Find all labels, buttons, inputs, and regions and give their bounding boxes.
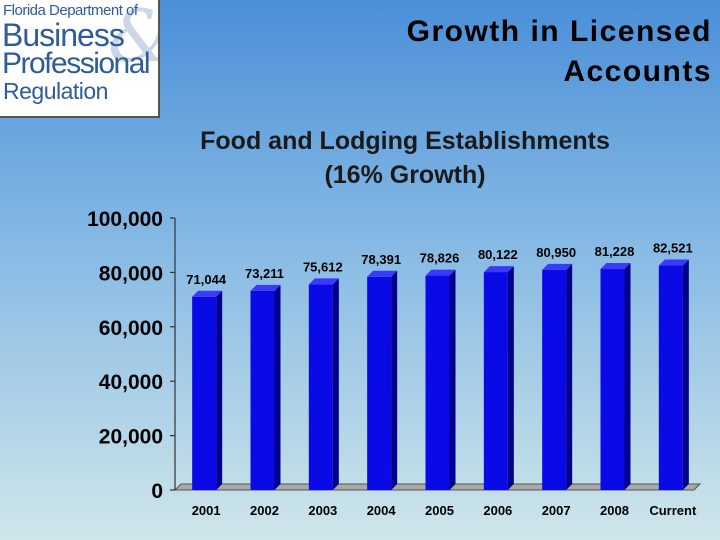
bar-top — [250, 284, 281, 291]
y-tick-label: 100,000 — [87, 208, 163, 231]
bar-side — [507, 266, 514, 490]
logo-line-business: Business — [2, 17, 125, 53]
chart-title-line-2: (16% Growth) — [324, 161, 486, 189]
bar-side — [216, 290, 223, 490]
data-label: 75,612 — [303, 259, 343, 274]
chart-title-line-1: Food and Lodging Establishments — [200, 127, 610, 155]
bar-side — [566, 263, 573, 490]
data-label: 71,044 — [186, 272, 227, 287]
y-tick-label: 40,000 — [99, 371, 163, 394]
bar — [425, 275, 450, 490]
bar — [250, 290, 275, 490]
x-tick-label: Current — [649, 503, 697, 518]
y-tick-label: 60,000 — [99, 317, 163, 340]
data-label: 78,391 — [361, 252, 401, 267]
bar-side — [682, 259, 689, 490]
bar-side — [274, 284, 281, 490]
chart-title: Food and Lodging Establishments (16% Gro… — [110, 124, 700, 192]
bar-side — [449, 269, 456, 490]
bar — [192, 296, 217, 490]
logo-line-professional: Professional — [2, 47, 151, 80]
data-label: 80,122 — [478, 247, 518, 262]
x-tick-label: 2002 — [250, 503, 279, 518]
bar — [483, 272, 508, 490]
bar — [600, 269, 625, 490]
data-label: 82,521 — [653, 241, 693, 256]
data-label: 80,950 — [536, 245, 576, 260]
y-tick-label: 20,000 — [99, 426, 163, 449]
bar-top — [542, 263, 573, 270]
bar-top — [192, 290, 223, 297]
x-tick-label: 2001 — [192, 503, 221, 518]
data-label: 81,228 — [595, 244, 635, 259]
bar — [658, 265, 683, 490]
data-label: 73,211 — [245, 266, 284, 281]
bar-top — [367, 270, 398, 277]
x-tick-label: 2005 — [425, 503, 454, 518]
slide-title-line-2: Accounts — [563, 55, 712, 88]
y-tick-label: 0 — [151, 480, 163, 503]
y-tick-label: 80,000 — [99, 262, 163, 285]
x-tick-label: 2006 — [483, 503, 512, 518]
bar-side — [391, 270, 398, 490]
x-tick-label: 2007 — [542, 503, 571, 518]
bar-side — [624, 263, 631, 490]
dbpr-logo: & Florida Department of Business Profess… — [0, 0, 160, 118]
bar-top — [425, 269, 456, 276]
bar — [308, 284, 333, 490]
data-label: 78,826 — [420, 251, 460, 266]
bar — [542, 269, 567, 490]
bar-top — [308, 278, 339, 285]
logo-line-regulation: Regulation — [3, 78, 108, 104]
slide-title-line-1: Growth in Licensed — [406, 15, 712, 48]
bar-top — [483, 266, 514, 273]
logo-ampersand-mark: & — [108, 0, 158, 72]
bar-top — [600, 263, 631, 270]
x-tick-label: 2008 — [600, 503, 629, 518]
x-tick-label: 2003 — [308, 503, 337, 518]
bar — [367, 276, 392, 490]
bar-side — [332, 278, 339, 490]
bar-top — [658, 259, 689, 266]
slide-title: Growth in Licensed Accounts — [292, 12, 712, 92]
logo-line-department: Florida Department of — [3, 2, 138, 19]
x-tick-label: 2004 — [367, 503, 397, 518]
